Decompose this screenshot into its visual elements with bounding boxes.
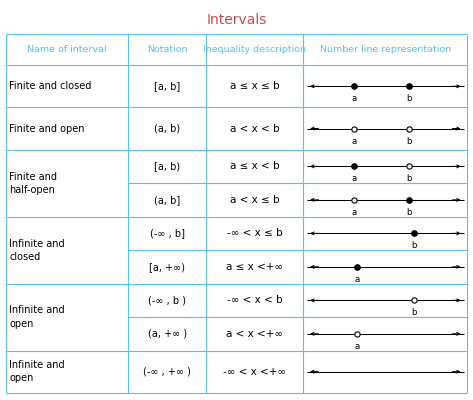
Text: a: a bbox=[351, 136, 357, 146]
Text: -∞ < x <+∞: -∞ < x <+∞ bbox=[223, 367, 287, 377]
Text: a ≤ x < b: a ≤ x < b bbox=[230, 161, 280, 171]
Text: Name of interval: Name of interval bbox=[27, 45, 106, 54]
Text: [a, b): [a, b) bbox=[154, 161, 180, 171]
Text: Inequality description: Inequality description bbox=[203, 45, 307, 54]
Text: a < x <+∞: a < x <+∞ bbox=[227, 329, 283, 339]
Text: (a, b): (a, b) bbox=[154, 124, 180, 134]
Text: Number line representation: Number line representation bbox=[320, 45, 451, 54]
Text: b: b bbox=[411, 308, 416, 317]
Text: -∞ < x < b: -∞ < x < b bbox=[227, 295, 283, 305]
Text: Finite and closed: Finite and closed bbox=[9, 81, 92, 91]
Text: (-∞ , b]: (-∞ , b] bbox=[150, 228, 185, 238]
Text: a ≤ x <+∞: a ≤ x <+∞ bbox=[227, 262, 283, 272]
Text: a: a bbox=[351, 174, 357, 183]
Text: a < x < b: a < x < b bbox=[230, 124, 280, 134]
Text: Finite and open: Finite and open bbox=[9, 124, 85, 134]
Text: Finite and
half-open: Finite and half-open bbox=[9, 172, 57, 195]
Text: a: a bbox=[355, 275, 360, 284]
Text: (-∞ , +∞ ): (-∞ , +∞ ) bbox=[143, 367, 191, 377]
Text: b: b bbox=[406, 136, 412, 146]
Text: b: b bbox=[406, 94, 412, 103]
Text: (-∞ , b ): (-∞ , b ) bbox=[148, 295, 186, 305]
Text: Infinite and
closed: Infinite and closed bbox=[9, 238, 65, 262]
Text: -∞ < x ≤ b: -∞ < x ≤ b bbox=[227, 228, 283, 238]
Text: (a, b]: (a, b] bbox=[154, 195, 180, 205]
Text: [a, b]: [a, b] bbox=[154, 81, 180, 91]
Text: b: b bbox=[406, 208, 412, 217]
Text: b: b bbox=[406, 174, 412, 183]
Text: (a, +∞ ): (a, +∞ ) bbox=[148, 329, 187, 339]
Text: [a, +∞): [a, +∞) bbox=[149, 262, 185, 272]
Text: a: a bbox=[355, 342, 360, 351]
Text: Infinite and
open: Infinite and open bbox=[9, 306, 65, 329]
Text: a: a bbox=[351, 208, 357, 217]
Text: Notation: Notation bbox=[147, 45, 187, 54]
Text: a < x ≤ b: a < x ≤ b bbox=[230, 195, 280, 205]
Text: Intervals: Intervals bbox=[206, 13, 267, 27]
Text: a: a bbox=[351, 94, 357, 103]
Text: Infinite and
open: Infinite and open bbox=[9, 360, 65, 383]
Text: a ≤ x ≤ b: a ≤ x ≤ b bbox=[230, 81, 280, 91]
Text: b: b bbox=[411, 241, 416, 250]
